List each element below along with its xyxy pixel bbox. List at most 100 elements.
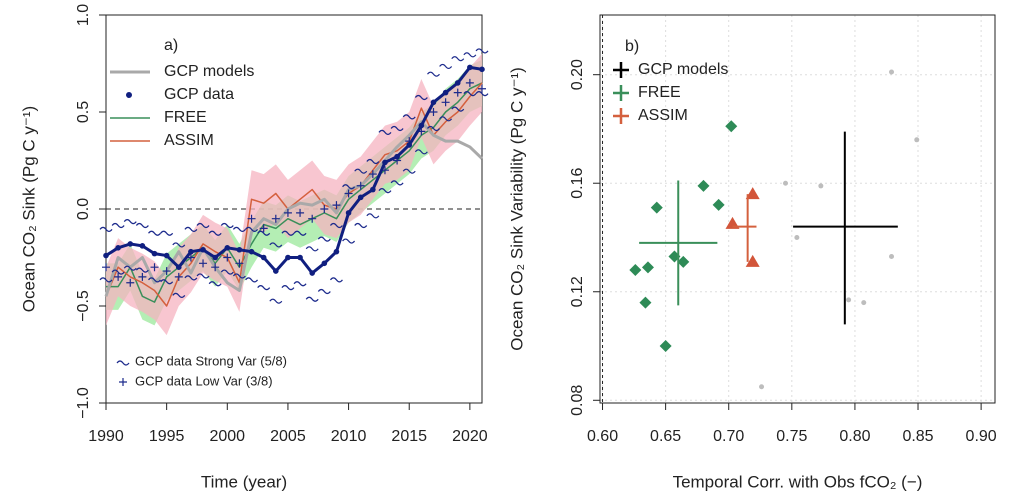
data-dot (236, 246, 243, 253)
free-point (639, 296, 652, 309)
strong-var-marker (245, 277, 259, 283)
model-point (794, 234, 800, 240)
low-var-marker (308, 214, 317, 223)
strong-var-marker (305, 296, 319, 302)
low-var-marker (247, 214, 256, 223)
strong-var-marker (414, 149, 428, 155)
x-tick-label: 1990 (88, 428, 124, 445)
strong-var-marker (439, 116, 453, 122)
free-point (641, 261, 654, 274)
legend-symbol (116, 360, 130, 366)
strong-var-marker (342, 184, 356, 190)
strong-var-marker (475, 48, 489, 54)
model-point (783, 180, 789, 186)
free-point (650, 201, 663, 214)
strong-var-marker (148, 230, 161, 236)
panel-label: a) (164, 37, 178, 54)
strong-var-marker (342, 238, 356, 244)
strong-var-marker (232, 226, 246, 232)
legend-symbol (119, 378, 127, 386)
data-dot (175, 264, 182, 271)
strong-var-marker (305, 246, 319, 252)
strong-var-marker (366, 213, 380, 219)
free-point (697, 179, 710, 192)
strong-var-marker (111, 222, 125, 229)
x-tick-label: 0.75 (776, 428, 807, 445)
x-tick-label: 2000 (209, 428, 245, 445)
low-var-marker (368, 170, 377, 179)
assim-point (745, 187, 760, 200)
y-tick-label: 0.20 (569, 59, 586, 90)
legend-label: GCP data Strong Var (5/8) (135, 353, 287, 368)
plot-frame (599, 14, 996, 404)
strong-var-marker (123, 265, 137, 271)
legend-symbol (613, 85, 629, 101)
x-tick-label: 0.60 (587, 428, 618, 445)
spread-band (106, 53, 482, 336)
low-var-marker (114, 272, 123, 281)
series-line (105, 82, 483, 307)
strong-var-marker (402, 168, 416, 174)
y-tick-label: 1.0 (75, 4, 92, 26)
strong-var-marker (317, 288, 331, 295)
strong-var-marker (99, 226, 113, 232)
model-point (889, 69, 895, 75)
strong-var-marker (135, 267, 149, 273)
x-tick-label: 0.80 (839, 428, 870, 445)
data-dot (260, 254, 267, 261)
low-var-marker (332, 201, 341, 210)
low-var-marker (150, 263, 159, 272)
strong-var-marker (269, 242, 283, 248)
low-var-marker (199, 259, 208, 268)
strong-var-marker (329, 277, 343, 283)
strong-var-marker (451, 106, 465, 112)
legend-label: GCP data Low Var (3/8) (135, 373, 273, 388)
strong-var-marker (414, 94, 428, 101)
data-dot (248, 248, 255, 255)
strong-var-marker (99, 277, 113, 283)
free-point (712, 198, 725, 211)
legend-label: ASSIM (638, 107, 688, 124)
strong-var-marker (257, 285, 271, 291)
strong-var-marker (232, 273, 246, 279)
x-tick-label: 2020 (452, 428, 488, 445)
model-point (889, 253, 895, 259)
strong-var-marker (196, 222, 210, 229)
legend-symbol (126, 92, 132, 98)
low-var-marker (126, 278, 135, 287)
low-var-marker (259, 224, 268, 233)
data-dot (467, 64, 473, 71)
low-var-marker (320, 205, 329, 213)
strong-var-marker (184, 275, 198, 281)
strong-var-marker (463, 91, 477, 97)
strong-var-marker (354, 222, 368, 229)
y-tick-label: 0.5 (75, 101, 92, 123)
data-dot (139, 243, 146, 249)
strong-var-marker (378, 129, 392, 135)
strong-var-marker (378, 188, 392, 194)
strong-var-marker (208, 230, 222, 236)
x-tick-label: 2010 (331, 428, 367, 445)
series-line (105, 65, 483, 275)
strong-var-marker (160, 279, 174, 285)
low-var-marker (162, 267, 171, 276)
data-dot (103, 252, 109, 259)
y-axis-label: Ocean CO₂ Sink (Pg C y⁻¹) (19, 106, 38, 312)
low-var-marker (441, 98, 450, 107)
data-dot (442, 89, 449, 96)
strong-var-marker (390, 180, 404, 186)
y-tick-label: −1.0 (75, 387, 92, 419)
strong-var-marker (281, 230, 295, 236)
strong-var-marker (257, 230, 271, 236)
data-dot (163, 252, 170, 259)
strong-var-marker (208, 281, 222, 287)
data-dot (200, 246, 206, 253)
strong-var-marker (220, 222, 234, 229)
legend-symbol (613, 62, 629, 78)
data-dot (333, 248, 340, 255)
strong-var-marker (111, 269, 125, 275)
strong-var-marker (390, 125, 404, 132)
y-tick-label: −0.5 (75, 290, 92, 322)
y-tick-label: 0.08 (569, 385, 586, 416)
y-tick-label: 0.16 (569, 168, 586, 199)
